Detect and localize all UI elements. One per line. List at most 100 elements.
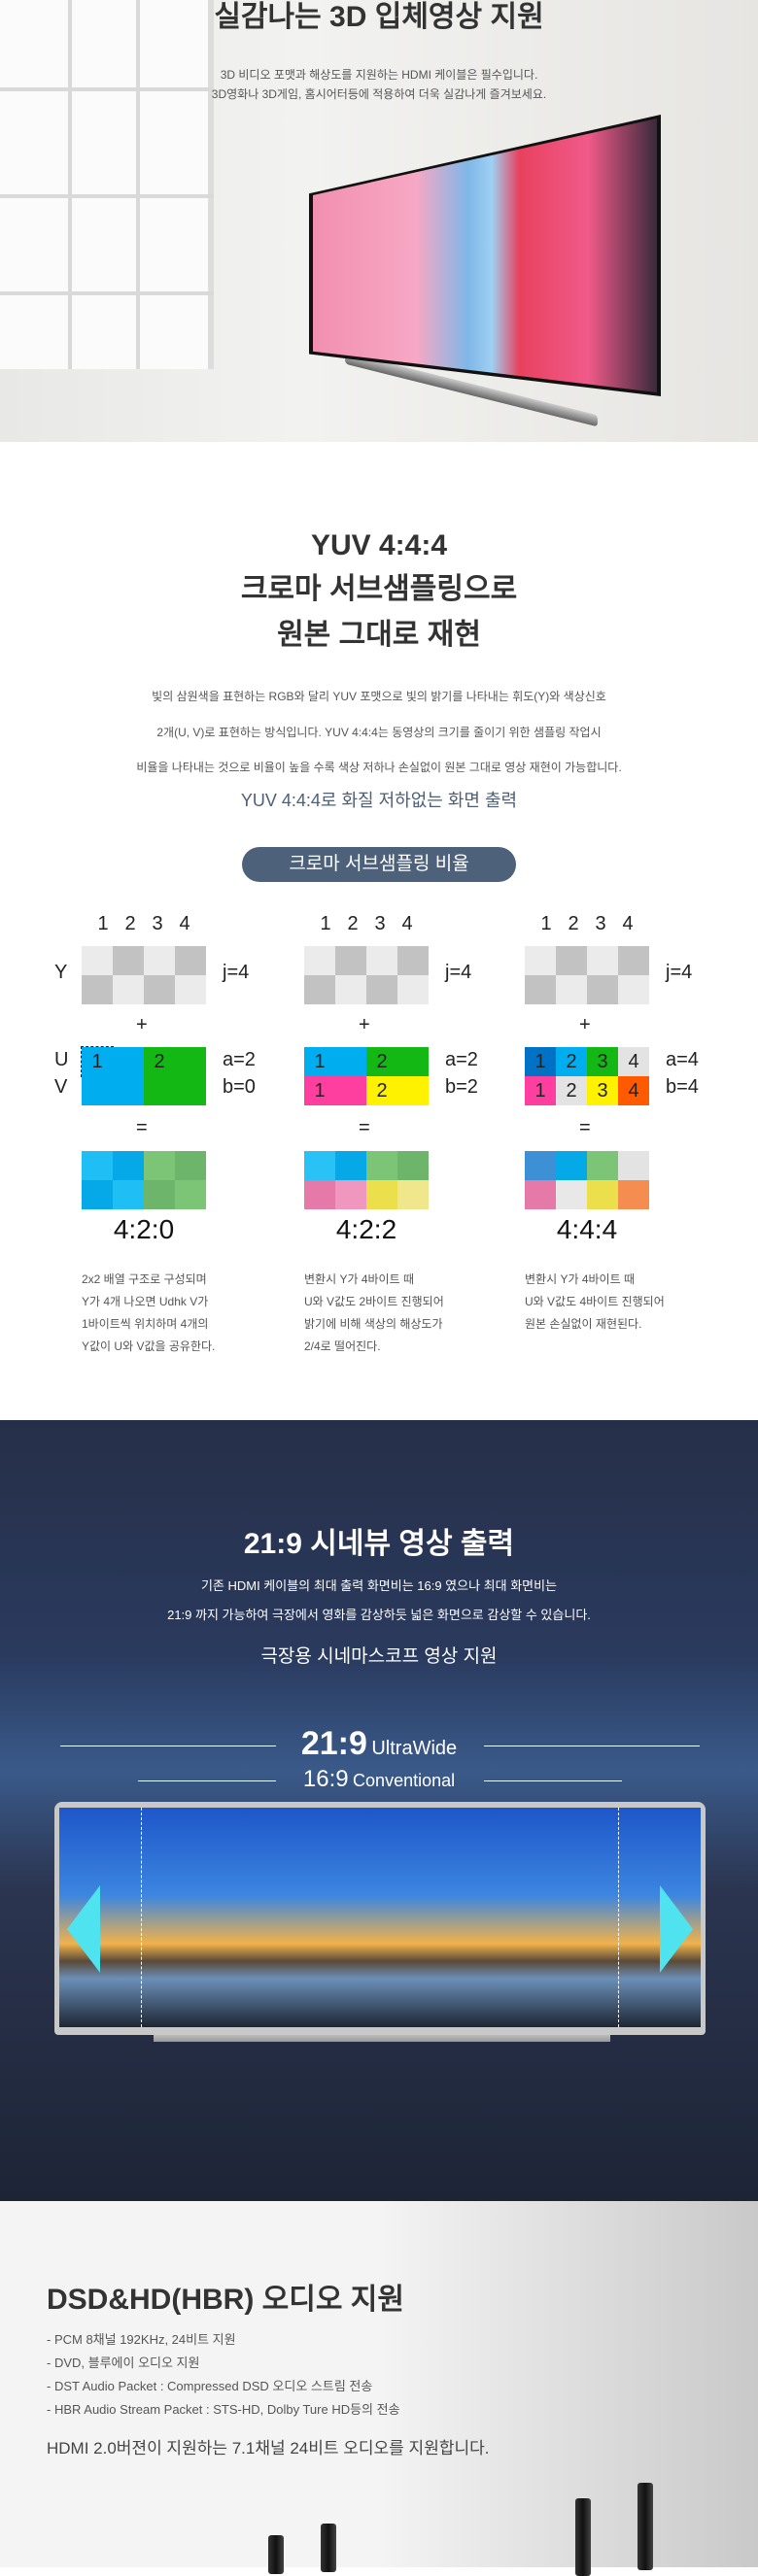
equals-sign: = [579,1117,591,1138]
uv-cell [335,1047,366,1076]
column-number: 3 [374,913,386,934]
description-line: 밝기에 비해 색상의 해상도가 [304,1317,443,1331]
j-label: j=4 [445,962,472,983]
y-cell [335,946,366,975]
expand-right-arrow-icon [660,1885,693,1973]
result-cell [587,1180,618,1209]
y-cell [144,975,175,1004]
result-cell [618,1151,649,1180]
y-cell [113,946,144,975]
description-line: U와 V값도 4바이트 진행되어 [525,1295,665,1308]
column-number: 2 [124,913,136,934]
y-cell [556,946,587,975]
uv-cell: 3 [587,1047,618,1076]
description-line: 2x2 배열 구조로 구성되며 [82,1272,207,1286]
column-number: 4 [401,913,413,934]
conventional-arrow-left [138,1780,276,1781]
result-cell [335,1151,366,1180]
y-cell [397,946,429,975]
y-grid [525,946,649,1004]
result-cell [556,1180,587,1209]
uv-cell: 2 [556,1047,587,1076]
description-line: 3D 비디오 포맷과 해상도를 지원하는 HDMI 케이블은 필수입니다. [220,68,538,82]
uv-cell [335,1076,366,1105]
result-cell [397,1180,429,1209]
b-label: b=0 [223,1076,256,1098]
uv-cell: 1 [304,1076,335,1105]
uv-cell: 2 [144,1047,175,1076]
speaker-image [321,2524,336,2572]
result-grid [82,1151,206,1209]
column-number: 1 [540,913,552,934]
result-cell [366,1151,397,1180]
column-number: 2 [347,913,359,934]
plus-sign: + [359,1014,370,1035]
speaker-image [637,2483,653,2570]
column-number: 1 [97,913,109,934]
result-cell [82,1180,113,1209]
result-cell [366,1180,397,1209]
uv-cell: 1 [525,1047,556,1076]
description-line: 변환시 Y가 4바이트 때 [525,1272,636,1286]
result-cell [304,1180,335,1209]
u-label: U [54,1049,69,1070]
column-number: 1 [320,913,331,934]
ratio-description: 2x2 배열 구조로 구성되며 Y가 4개 나오면 Udhk V가 1바이트씩 위치… [82,1269,237,1358]
uv-cell: 1 [81,1046,114,1077]
uv-cell: 2 [556,1076,587,1105]
uv-grid: 1 2 1 2 [304,1047,429,1105]
column-number: 2 [568,913,579,934]
y-cell [304,946,335,975]
audio-title: DSD&HD(HBR) 오디오 지원 [47,2284,404,2316]
result-cell [175,1180,206,1209]
conventional-arrow-right [484,1780,622,1781]
y-cell [82,946,113,975]
uv-cell: 1 [525,1076,556,1105]
uv-cell: 3 [587,1076,618,1105]
result-grid [304,1151,429,1209]
y-label: Y [54,962,68,983]
yuv-subheading: YUV 4:4:4로 화질 저하없는 화면 출력 [240,791,518,810]
result-cell [113,1180,144,1209]
ratio-description: 변환시 Y가 4바이트 때 U와 V값도 2바이트 진행되어 밝기에 비해 색상의 … [304,1269,460,1358]
result-grid [525,1151,649,1209]
result-cell [335,1180,366,1209]
result-cell [556,1151,587,1180]
v-label: V [54,1076,68,1098]
result-cell [525,1151,556,1180]
a-label: a=2 [223,1049,256,1070]
y-cell [618,946,649,975]
a-label: a=2 [445,1049,478,1070]
y-cell [525,946,556,975]
speaker-image [268,2535,284,2574]
equals-sign: = [136,1117,148,1138]
y-cell [556,975,587,1004]
uv-cell [397,1047,429,1076]
tv-image [309,115,661,396]
uv-cell [175,1076,206,1105]
uv-cell: 2 [366,1047,397,1076]
chroma-ratio-pill: 크로마 서브샘플링 비율 [242,847,516,882]
audio-bullet: - DST Audio Packet : Compressed DSD 오디오 … [47,2379,373,2393]
uv-cell: 4 [618,1076,649,1105]
yuv-paragraph-line: 2개(U, V)로 표현하는 방식입니다. YUV 4:4:4는 동영상의 크기… [156,726,602,739]
curved-tv-image [54,1802,706,2035]
y-cell [366,946,397,975]
y-cell [144,946,175,975]
uv-cell [113,1076,144,1105]
cinema-line: 기존 HDMI 케이블의 최대 출력 화면비는 16:9 였으나 최대 화면비는 [200,1578,558,1593]
y-grid [82,946,206,1004]
y-cell [587,946,618,975]
conventional-label: 16:9 Conventional [0,1766,758,1793]
result-cell [587,1151,618,1180]
y-cell [587,975,618,1004]
uv-cell: 1 [304,1047,335,1076]
ratio-description: 변환시 Y가 4바이트 때 U와 V값도 4바이트 진행되어 원본 손실없이 재현된… [525,1269,680,1336]
result-cell [525,1180,556,1209]
uv-cell: 2 [366,1076,397,1105]
a-label: a=4 [666,1049,699,1070]
description-line: Y가 4개 나오면 Udhk V가 [82,1295,209,1308]
ratio-label: 4:2:0 [113,1214,175,1244]
